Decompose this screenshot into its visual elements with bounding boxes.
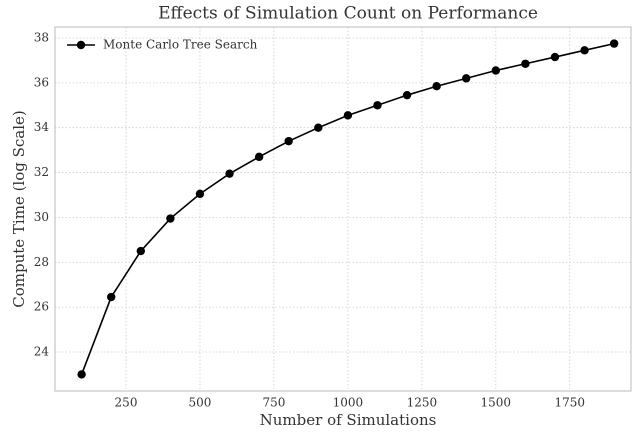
y-tick-label: 24 [34, 344, 50, 358]
y-tick-label: 28 [34, 255, 49, 269]
point [77, 370, 86, 379]
x-axis-label: Number of Simulations [260, 411, 437, 429]
point [609, 39, 619, 48]
x-tick-label: 1500 [481, 396, 512, 410]
x-tick-label: 1750 [554, 396, 585, 410]
y-tick-label: 34 [34, 120, 50, 134]
x-tick-label: 500 [189, 396, 212, 410]
y-tick-label: 38 [34, 30, 49, 44]
legend-label: Monte Carlo Tree Search [103, 38, 258, 52]
point [166, 214, 175, 223]
plot-frame [54, 26, 632, 392]
point [254, 152, 264, 162]
point [402, 90, 412, 100]
point [462, 74, 471, 83]
point [225, 169, 234, 178]
point [373, 101, 382, 110]
point [343, 111, 353, 120]
point [136, 246, 145, 256]
point [491, 66, 501, 75]
x-tick-label: 1250 [407, 396, 438, 410]
x-tick-label: 250 [115, 396, 138, 410]
point [195, 189, 205, 199]
legend-marker [76, 40, 86, 50]
y-tick-label: 30 [34, 210, 49, 224]
y-tick-label: 36 [34, 75, 49, 89]
y-axis-label: Compute Time (log Scale) [10, 110, 28, 308]
chart-title: Effects of Simulation Count on Performan… [158, 4, 538, 24]
y-tick-label: 32 [34, 165, 49, 179]
point [580, 46, 589, 55]
y-tick-label: 26 [34, 300, 49, 314]
point [432, 82, 441, 91]
point [107, 292, 116, 302]
point [550, 52, 560, 62]
x-tick-label: 1000 [333, 396, 364, 410]
point [284, 136, 293, 146]
x-tick-label: 750 [262, 396, 285, 410]
point [521, 59, 530, 68]
point [314, 123, 323, 132]
